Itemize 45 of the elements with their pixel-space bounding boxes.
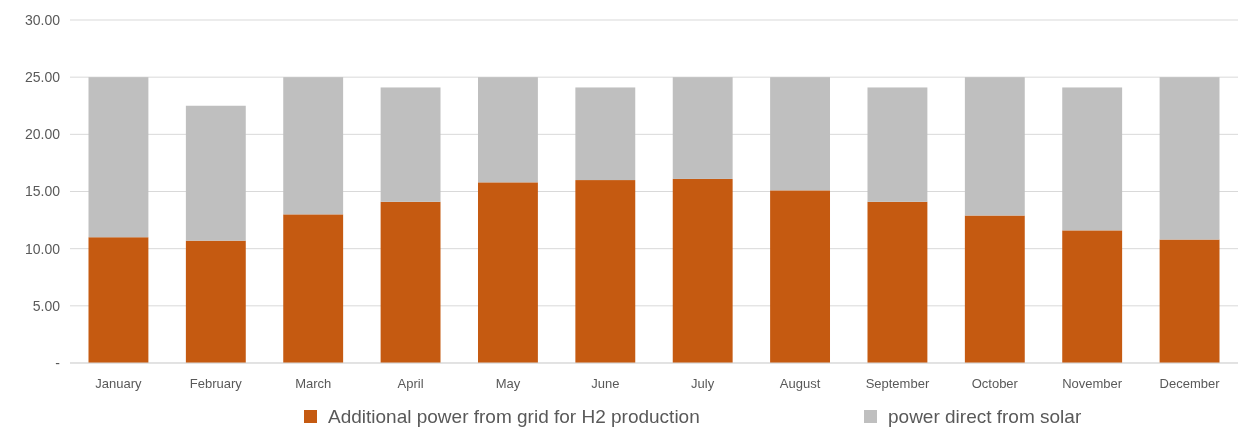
bar bbox=[770, 77, 830, 191]
bar bbox=[770, 190, 830, 363]
x-tick-label: June bbox=[591, 376, 620, 391]
x-tick-label: November bbox=[1062, 376, 1123, 391]
bar bbox=[283, 214, 344, 363]
bar bbox=[478, 182, 538, 363]
y-tick-label: 25.00 bbox=[24, 69, 61, 86]
x-tick-label: December bbox=[1159, 376, 1221, 391]
bar bbox=[88, 77, 149, 238]
bar bbox=[964, 77, 1025, 216]
bar bbox=[672, 178, 733, 363]
bar bbox=[1062, 230, 1123, 363]
y-tick-label: 20.00 bbox=[24, 126, 61, 143]
x-tick-label: July bbox=[691, 376, 715, 391]
bar bbox=[867, 87, 928, 202]
bar bbox=[380, 87, 441, 202]
y-tick-label: 10.00 bbox=[24, 240, 61, 257]
bar bbox=[88, 237, 149, 363]
bar bbox=[1159, 239, 1220, 363]
x-tick-label: March bbox=[295, 376, 332, 391]
x-tick-label: February bbox=[189, 376, 243, 391]
bar bbox=[185, 240, 246, 363]
x-tick-label: January bbox=[95, 376, 143, 391]
x-tick-label: October bbox=[971, 376, 1019, 391]
x-tick-label: September bbox=[865, 376, 930, 391]
bar bbox=[964, 215, 1025, 363]
legend-label: Additional power from grid for H2 production bbox=[328, 406, 700, 427]
x-tick-label: April bbox=[397, 376, 424, 391]
legend-label: power direct from solar bbox=[888, 406, 1082, 427]
y-tick-label: 30.00 bbox=[24, 11, 61, 28]
y-tick-label: - bbox=[55, 354, 61, 371]
bar bbox=[478, 77, 538, 183]
bar bbox=[283, 77, 344, 215]
bar bbox=[575, 180, 636, 363]
x-tick-label: May bbox=[495, 376, 521, 391]
x-tick-label: August bbox=[779, 376, 821, 391]
bar bbox=[575, 87, 636, 181]
bar bbox=[867, 201, 928, 363]
bar bbox=[380, 201, 441, 363]
bar bbox=[185, 105, 246, 241]
bar bbox=[1159, 77, 1220, 240]
y-tick-label: 5.00 bbox=[32, 297, 61, 314]
bar bbox=[672, 77, 733, 179]
y-tick-label: 15.00 bbox=[24, 183, 61, 200]
bar bbox=[1062, 87, 1123, 231]
